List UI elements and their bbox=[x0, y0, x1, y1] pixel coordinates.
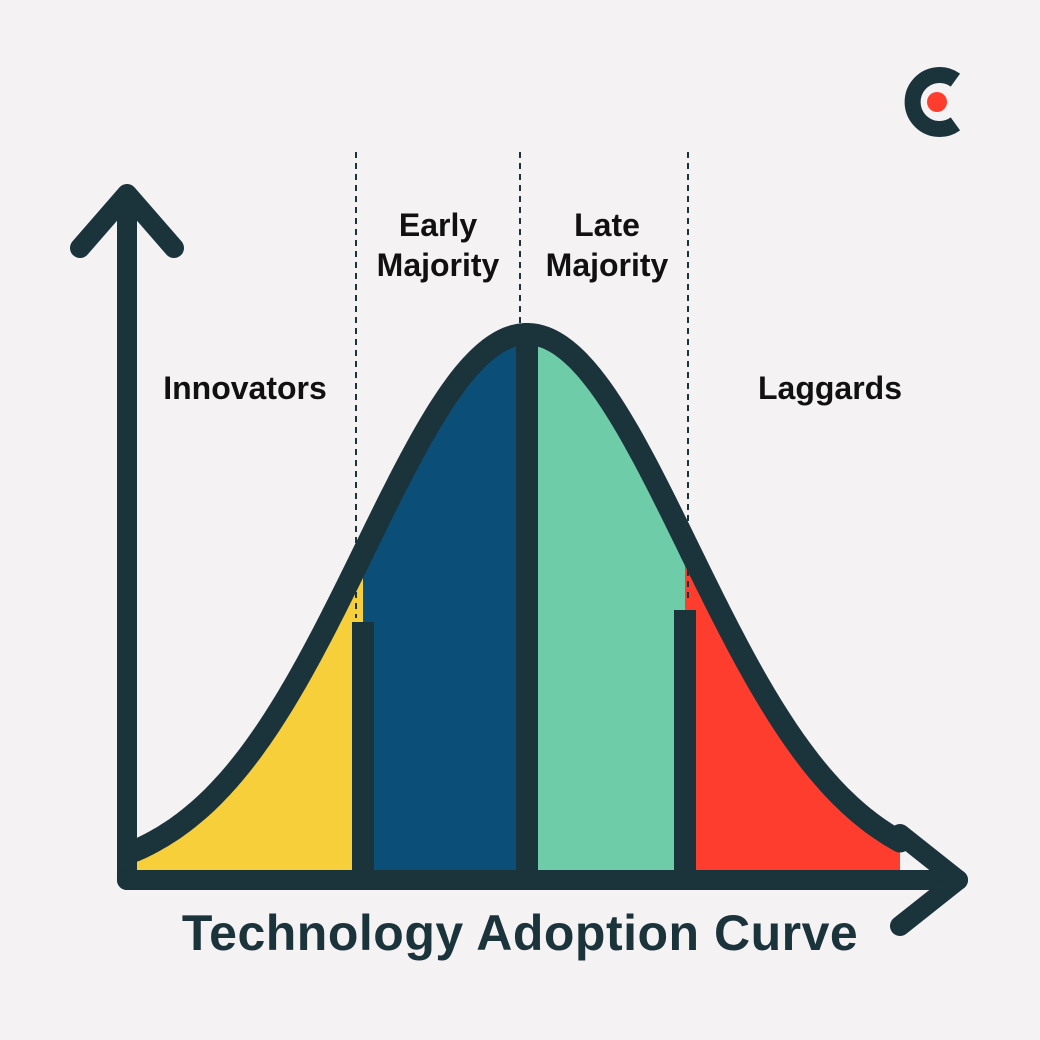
label-early-majority: Early Majority bbox=[376, 207, 500, 283]
fill-early-majority bbox=[363, 334, 527, 880]
fill-late-majority bbox=[527, 334, 685, 880]
x-axis-arrowhead bbox=[890, 824, 968, 936]
segment-borders bbox=[352, 334, 696, 880]
diagram-title: Technology Adoption Curve bbox=[181, 905, 859, 961]
c-logo-icon bbox=[904, 67, 961, 137]
fill-innovators bbox=[135, 552, 363, 880]
bell-curve-outline bbox=[124, 323, 911, 862]
label-late-majority: Late Majority bbox=[545, 207, 669, 283]
y-axis-arrowhead bbox=[70, 184, 184, 258]
label-innovators: Innovators bbox=[163, 370, 327, 406]
axes bbox=[70, 184, 968, 936]
fill-laggards bbox=[685, 540, 900, 880]
label-laggards: Laggards bbox=[757, 370, 903, 406]
